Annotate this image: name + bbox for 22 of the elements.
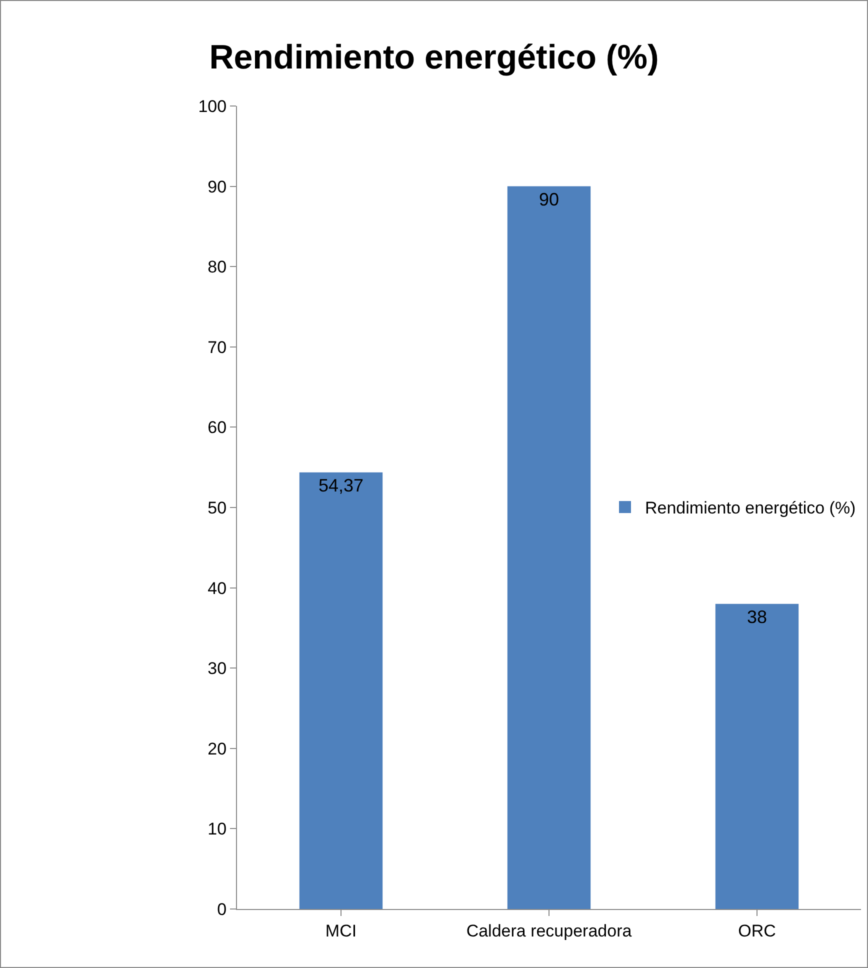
y-tick-label: 50 bbox=[208, 498, 227, 518]
y-tick-label: 40 bbox=[208, 578, 227, 598]
x-tick-label: MCI bbox=[325, 921, 357, 940]
chart-title: Rendimiento energético (%) bbox=[209, 38, 659, 76]
y-tick-label: 20 bbox=[208, 739, 227, 758]
text: 54,37 bbox=[318, 475, 364, 496]
bar bbox=[715, 604, 799, 909]
y-tick-label: 70 bbox=[208, 338, 227, 357]
y-tick-label: 80 bbox=[208, 258, 227, 277]
bar bbox=[299, 472, 383, 909]
y-tick-label: 0 bbox=[217, 900, 227, 919]
bar bbox=[507, 186, 591, 909]
y-tick-label: 60 bbox=[208, 418, 227, 438]
y-tick-label: 10 bbox=[208, 820, 227, 839]
text: 38 bbox=[746, 606, 768, 627]
x-tick-label: ORC bbox=[738, 921, 776, 940]
y-tick-label: 100 bbox=[198, 96, 227, 116]
legend-label: Rendimiento energético (%) bbox=[645, 498, 856, 518]
y-tick-label: 90 bbox=[208, 177, 227, 196]
y-tick-label: 30 bbox=[208, 659, 227, 678]
x-tick-label: Caldera recuperadora bbox=[466, 921, 632, 940]
text: 90 bbox=[538, 189, 560, 210]
